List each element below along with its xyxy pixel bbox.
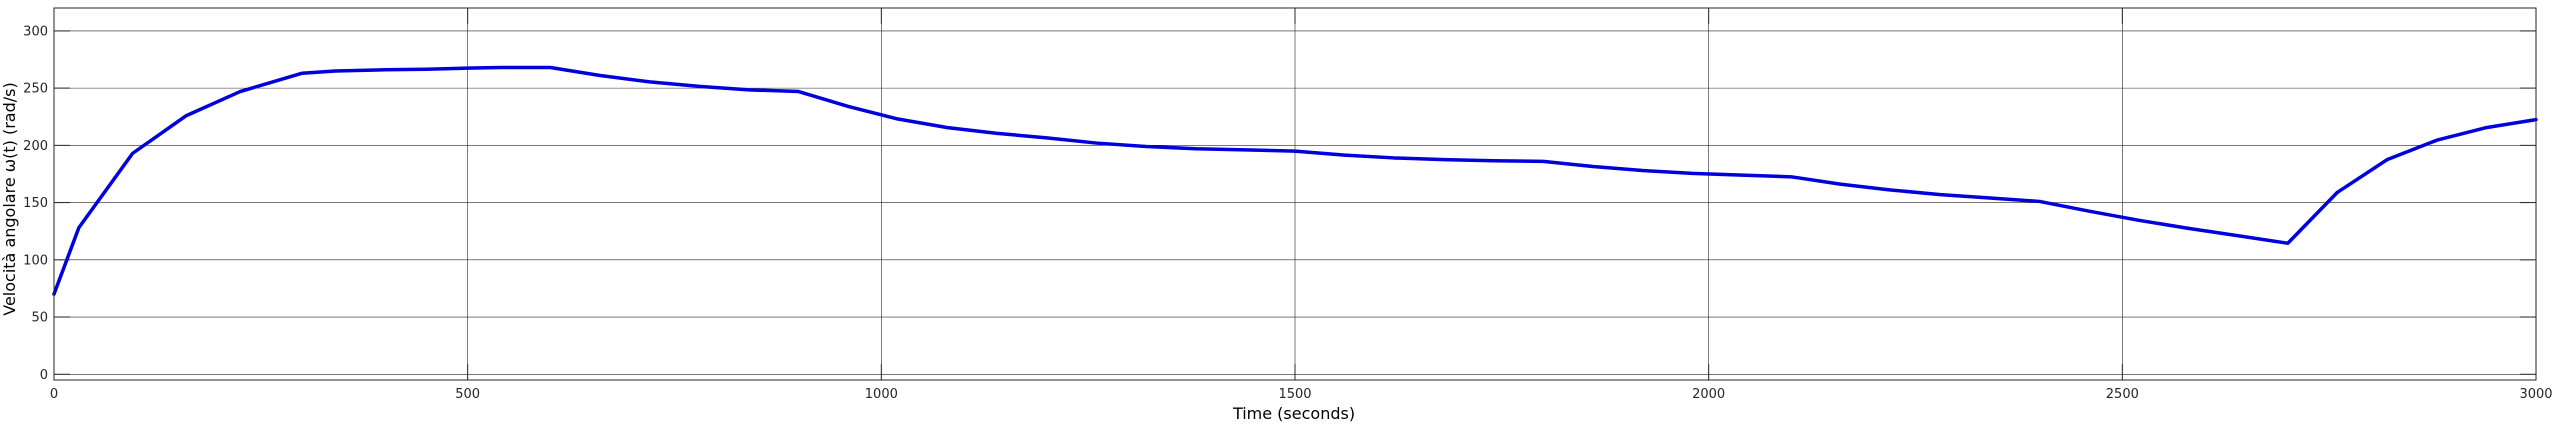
- series-line: [52, 65, 2538, 296]
- x-tick-label: 1000: [865, 387, 898, 402]
- y-tick-label: 150: [23, 196, 48, 211]
- y-tick-label: 200: [23, 139, 48, 154]
- y-tick-label: 0: [40, 368, 48, 383]
- x-tick-label: 3000: [2519, 387, 2552, 402]
- y-tick-label: 300: [23, 24, 48, 39]
- x-axis-label: Time (seconds): [1232, 404, 1355, 423]
- x-tick-label: 2000: [1692, 387, 1725, 402]
- y-tick-label: 250: [23, 82, 48, 97]
- x-tick-label: 1500: [1278, 387, 1311, 402]
- y-axis: 0 50 100 150 200 250 300: [23, 24, 2536, 383]
- y-axis-label: Velocità angolare ω(t) (rad/s): [0, 82, 19, 315]
- series-layer: [52, 65, 2538, 296]
- x-axis: 0 500 1000 1500 2000 2500 3000: [50, 8, 2553, 402]
- x-tick-label: 0: [50, 387, 58, 402]
- y-tick-label: 50: [31, 311, 48, 326]
- x-tick-label: 500: [455, 387, 480, 402]
- y-tick-label: 100: [23, 253, 48, 268]
- x-tick-label: 2500: [2106, 387, 2139, 402]
